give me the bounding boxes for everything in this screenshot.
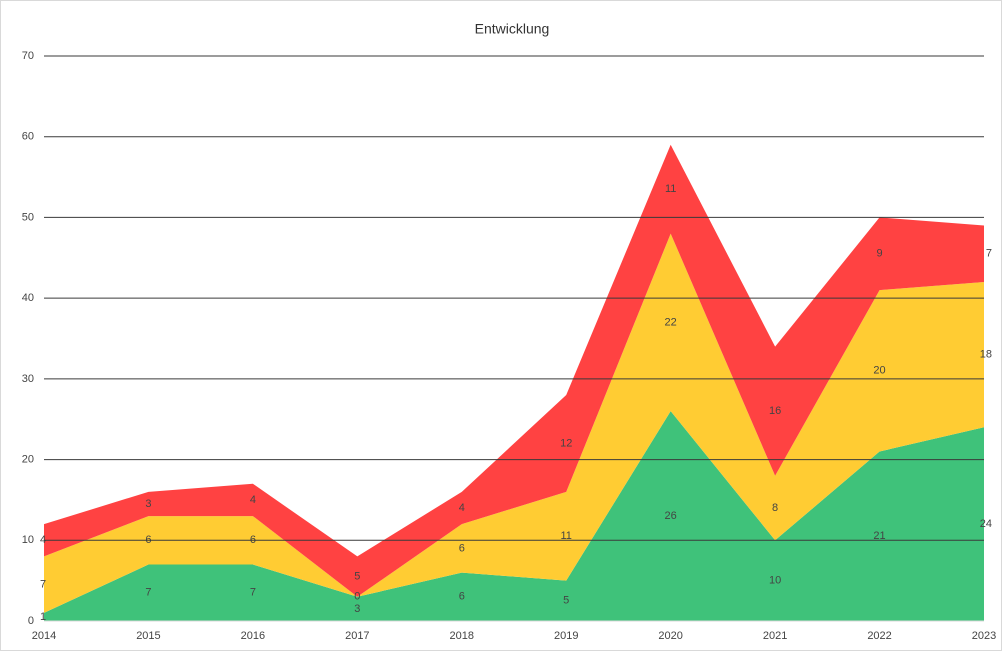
area: [44, 144, 984, 597]
data-label: 20: [873, 365, 885, 377]
data-label: 6: [459, 542, 465, 554]
y-tick-label: 60: [22, 131, 34, 143]
data-label: 16: [769, 405, 781, 417]
data-label: 5: [354, 571, 360, 583]
data-label: 18: [980, 349, 992, 361]
data-label: 6: [459, 591, 465, 603]
y-tick-label: 30: [22, 373, 34, 385]
data-label: 7: [40, 579, 46, 591]
data-label: 3: [145, 498, 151, 510]
chart-title: Entwicklung: [475, 21, 550, 37]
data-label: 24: [980, 518, 992, 530]
x-tick-label: 2015: [136, 630, 160, 642]
data-label: 12: [560, 437, 572, 449]
data-label: 7: [250, 587, 256, 599]
area: [44, 233, 984, 613]
x-tick-label: 2021: [763, 630, 787, 642]
x-tick-label: 2020: [658, 630, 682, 642]
x-tick-label: 2022: [867, 630, 891, 642]
x-tick-label: 2023: [972, 630, 996, 642]
y-tick-label: 10: [22, 534, 34, 546]
data-label: 4: [459, 502, 465, 514]
data-label: 7: [145, 587, 151, 599]
data-label: 9: [876, 248, 882, 260]
data-label: 21: [873, 530, 885, 542]
y-tick-label: 70: [22, 50, 34, 62]
y-tick-label: 40: [22, 292, 34, 304]
data-label: 7: [986, 248, 992, 260]
y-tick-label: 0: [28, 615, 34, 627]
x-tick-label: 2018: [450, 630, 474, 642]
data-label: 11: [561, 530, 572, 542]
data-label: 3: [354, 603, 360, 615]
data-label: 5: [563, 595, 569, 607]
area: [44, 411, 984, 621]
data-label: 4: [40, 534, 46, 546]
data-label: 8: [772, 502, 778, 514]
data-label: 11: [665, 183, 676, 195]
data-label: 1: [40, 611, 46, 623]
x-tick-label: 2016: [241, 630, 265, 642]
y-tick-label: 20: [22, 453, 34, 465]
data-label: 22: [665, 316, 677, 328]
data-label: 26: [665, 510, 677, 522]
data-label: 10: [769, 575, 781, 587]
x-tick-label: 2014: [32, 630, 56, 642]
y-tick-label: 50: [22, 211, 34, 223]
x-tick-label: 2017: [345, 630, 369, 642]
x-tick-label: 2019: [554, 630, 578, 642]
data-label: 0: [354, 591, 360, 603]
data-label: 4: [250, 494, 256, 506]
